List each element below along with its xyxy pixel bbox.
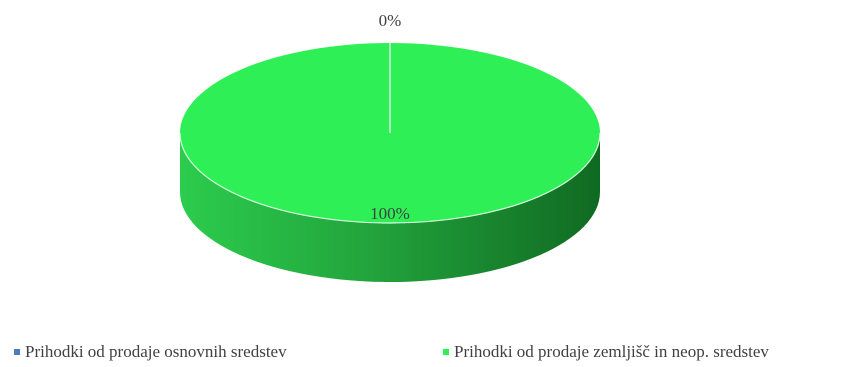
pie-side-wall: [180, 133, 600, 282]
pie-data-label-0: 0%: [379, 11, 402, 30]
pie-data-label-1: 100%: [370, 204, 410, 223]
legend-swatch-zemljisca: [443, 349, 449, 355]
pie-rim-highlight: [179, 132, 601, 224]
legend-label-osnovna-sredstva: Prihodki od prodaje osnovnih sredstev: [25, 342, 287, 361]
legend-item-zemljisca: Prihodki od prodaje zemljišč in neop. sr…: [443, 342, 769, 362]
legend-label-zemljisca: Prihodki od prodaje zemljišč in neop. sr…: [454, 342, 769, 361]
legend-item-osnovna-sredstva: Prihodki od prodaje osnovnih sredstev: [14, 342, 287, 362]
chart-legend: Prihodki od prodaje osnovnih sredstev Pr…: [0, 342, 851, 364]
legend-swatch-osnovna-sredstva: [14, 349, 20, 355]
